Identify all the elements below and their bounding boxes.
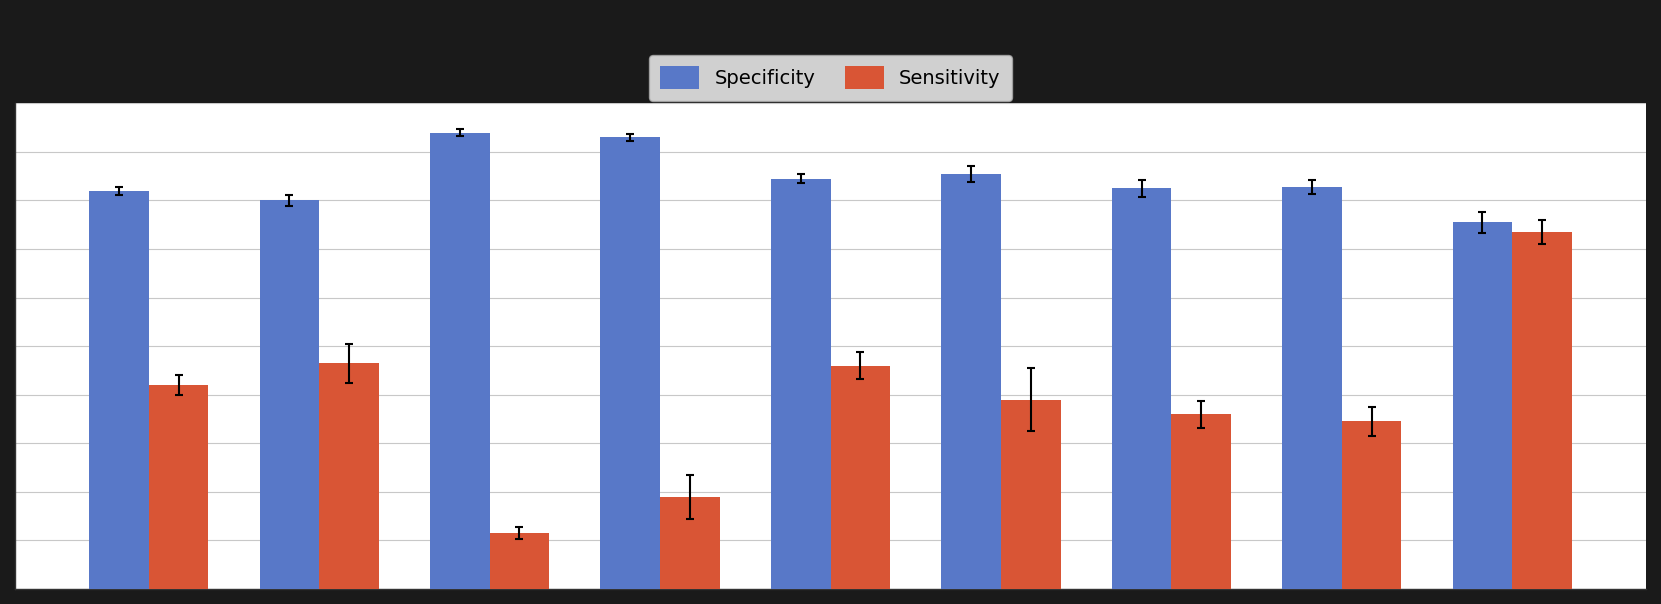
Bar bbox=[149, 385, 208, 589]
Bar bbox=[319, 363, 379, 589]
Bar bbox=[942, 174, 1002, 589]
Bar bbox=[490, 533, 550, 589]
Bar bbox=[430, 132, 490, 589]
Bar bbox=[1453, 222, 1512, 589]
Bar bbox=[1282, 187, 1342, 589]
Bar bbox=[1002, 400, 1061, 589]
Bar bbox=[259, 201, 319, 589]
Bar bbox=[90, 191, 149, 589]
Bar bbox=[1512, 232, 1571, 589]
Bar bbox=[830, 365, 890, 589]
Legend: Specificity, Sensitivity: Specificity, Sensitivity bbox=[648, 55, 1013, 101]
Bar bbox=[1171, 414, 1231, 589]
Bar bbox=[771, 179, 830, 589]
Bar bbox=[1342, 422, 1402, 589]
Bar bbox=[600, 137, 659, 589]
Bar bbox=[659, 496, 719, 589]
Bar bbox=[1111, 188, 1171, 589]
